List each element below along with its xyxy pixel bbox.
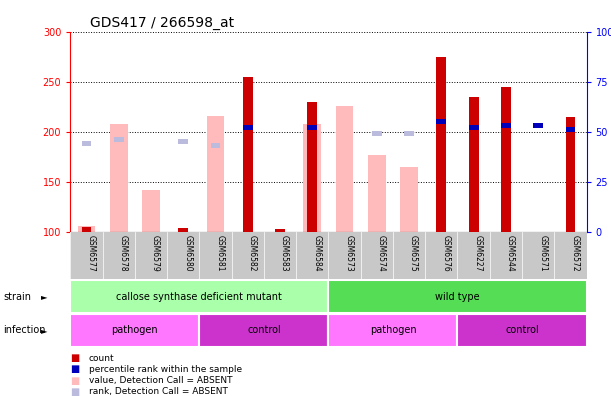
Bar <box>243 125 252 130</box>
Bar <box>275 228 285 232</box>
Text: GSM6227: GSM6227 <box>474 235 483 271</box>
Bar <box>400 167 418 232</box>
Bar <box>304 124 321 232</box>
Text: GSM6578: GSM6578 <box>119 235 128 271</box>
Bar <box>70 314 199 346</box>
Text: GSM6576: GSM6576 <box>441 235 450 272</box>
Bar <box>436 57 446 232</box>
Bar <box>142 190 160 232</box>
Text: strain: strain <box>3 291 31 302</box>
Bar <box>110 124 128 232</box>
Text: ■: ■ <box>70 353 79 364</box>
Bar <box>178 228 188 232</box>
Bar <box>70 280 329 313</box>
Text: wild type: wild type <box>435 291 480 302</box>
Text: GSM6584: GSM6584 <box>312 235 321 271</box>
Text: rank, Detection Call = ABSENT: rank, Detection Call = ABSENT <box>89 387 227 396</box>
Bar <box>81 227 91 232</box>
Bar <box>243 77 252 232</box>
Text: ►: ► <box>41 292 47 301</box>
Text: percentile rank within the sample: percentile rank within the sample <box>89 365 242 374</box>
Bar <box>335 106 353 232</box>
Text: infection: infection <box>3 325 46 335</box>
Bar <box>207 116 224 232</box>
Bar <box>307 125 317 130</box>
Text: GSM6581: GSM6581 <box>216 235 224 271</box>
Bar <box>469 97 478 232</box>
Text: ■: ■ <box>70 386 79 396</box>
Bar <box>114 137 123 142</box>
Text: GSM6582: GSM6582 <box>247 235 257 271</box>
Text: GSM6572: GSM6572 <box>571 235 579 271</box>
Bar <box>368 155 386 232</box>
Text: ►: ► <box>41 326 47 335</box>
Bar <box>372 131 382 136</box>
Text: callose synthase deficient mutant: callose synthase deficient mutant <box>117 291 282 302</box>
Bar <box>533 123 543 128</box>
Bar <box>329 314 458 346</box>
Bar <box>566 127 576 132</box>
Text: GSM6579: GSM6579 <box>151 235 160 272</box>
Text: GSM6577: GSM6577 <box>86 235 95 272</box>
Text: GDS417 / 266598_at: GDS417 / 266598_at <box>90 16 234 30</box>
Text: GSM6575: GSM6575 <box>409 235 418 272</box>
Text: GSM6580: GSM6580 <box>183 235 192 271</box>
Text: GSM6573: GSM6573 <box>345 235 354 272</box>
Bar <box>178 139 188 144</box>
Bar <box>78 226 95 232</box>
Bar <box>501 123 511 128</box>
Text: GSM6574: GSM6574 <box>377 235 386 272</box>
Text: pathogen: pathogen <box>111 325 158 335</box>
Text: control: control <box>247 325 280 335</box>
Bar <box>566 117 576 232</box>
Text: ■: ■ <box>70 364 79 375</box>
Bar <box>211 143 221 148</box>
Bar <box>307 102 317 232</box>
Text: GSM6571: GSM6571 <box>538 235 547 271</box>
Text: control: control <box>505 325 539 335</box>
Bar <box>436 119 446 124</box>
Bar <box>81 141 91 146</box>
Text: count: count <box>89 354 114 363</box>
Text: GSM6544: GSM6544 <box>506 235 515 272</box>
Bar <box>329 280 587 313</box>
Bar <box>199 314 329 346</box>
Bar <box>458 314 587 346</box>
Bar <box>469 125 478 130</box>
Text: ■: ■ <box>70 375 79 386</box>
Text: value, Detection Call = ABSENT: value, Detection Call = ABSENT <box>89 376 232 385</box>
Text: pathogen: pathogen <box>370 325 416 335</box>
Text: GSM6583: GSM6583 <box>280 235 289 271</box>
Bar <box>501 87 511 232</box>
Bar <box>404 131 414 136</box>
